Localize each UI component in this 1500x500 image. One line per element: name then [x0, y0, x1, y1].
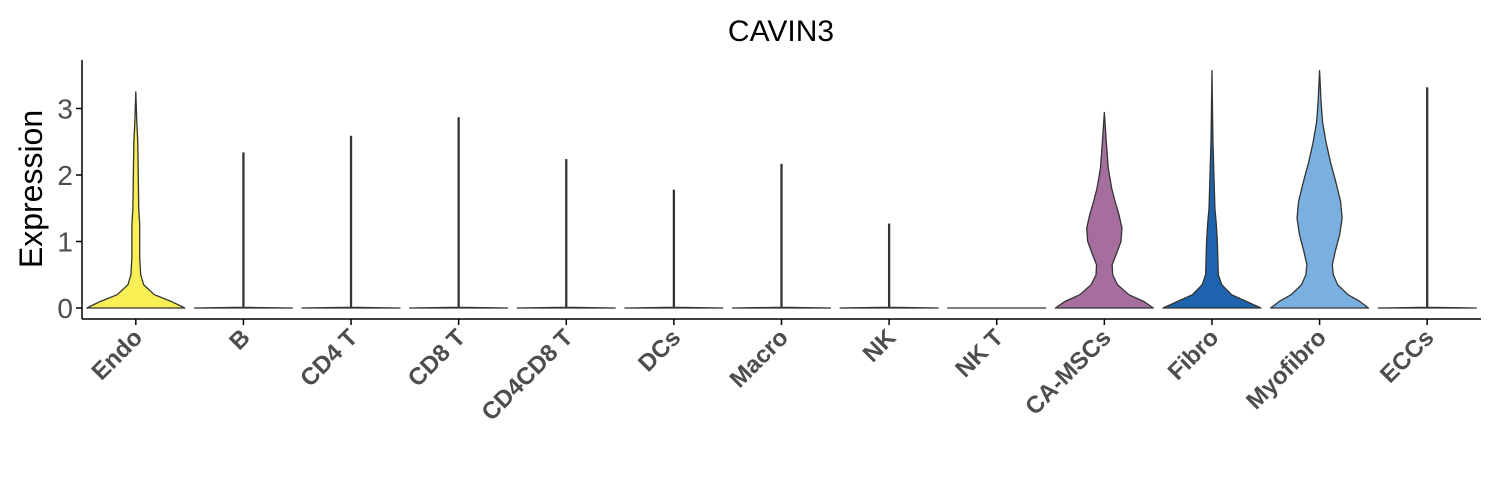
x-tick-label-dcs: DCs — [633, 324, 686, 377]
y-axis-label: Expression — [13, 110, 49, 268]
x-tick-label-macro: Macro — [725, 324, 794, 393]
violin-nk — [839, 223, 939, 309]
x-tick-label-eccs: ECCs — [1375, 324, 1439, 388]
violin-cd4-t — [301, 135, 401, 309]
x-tick-label-endo: Endo — [87, 324, 149, 386]
x-tick-label-cd8-t: CD8 T — [403, 324, 471, 392]
x-tick-label-nk-t: NK T — [950, 324, 1009, 383]
violin-endo — [86, 91, 186, 309]
x-tick-label-myofibro: Myofibro — [1241, 324, 1332, 415]
y-tick-label: 2 — [57, 160, 73, 191]
violin-dcs — [624, 189, 724, 309]
violin-cd8-t — [409, 117, 509, 309]
violin-cd4cd8-t — [516, 159, 616, 309]
x-tick-label-cd4cd8-t: CD4CD8 T — [476, 324, 578, 426]
x-tick-label-b: B — [224, 324, 255, 355]
x-axis-ticks: Endo B CD4 T CD8 T CD4CD8 T DCs Macro NK NK T CA-… — [87, 319, 1439, 426]
violin-eccs — [1377, 87, 1477, 309]
violin-fibro — [1162, 69, 1262, 309]
y-tick-label: 3 — [57, 94, 73, 125]
x-tick-label-fibro: Fibro — [1163, 324, 1225, 386]
y-tick-label: 0 — [57, 293, 73, 324]
violin-macro — [731, 163, 832, 309]
y-tick-label: 1 — [57, 227, 73, 258]
violin-myofibro — [1269, 69, 1370, 309]
x-tick-label-nk: NK — [858, 324, 902, 368]
y-axis-ticks: 0 1 2 3 — [57, 94, 82, 324]
violin-ca-mscs — [1054, 111, 1154, 309]
violin-layer — [86, 69, 1477, 309]
x-tick-label-ca-mscs: CA-MSCs — [1020, 324, 1116, 420]
violin-b — [193, 152, 294, 309]
chart-title: CAVIN3 — [728, 15, 834, 48]
x-tick-label-cd4-t: CD4 T — [295, 324, 363, 392]
